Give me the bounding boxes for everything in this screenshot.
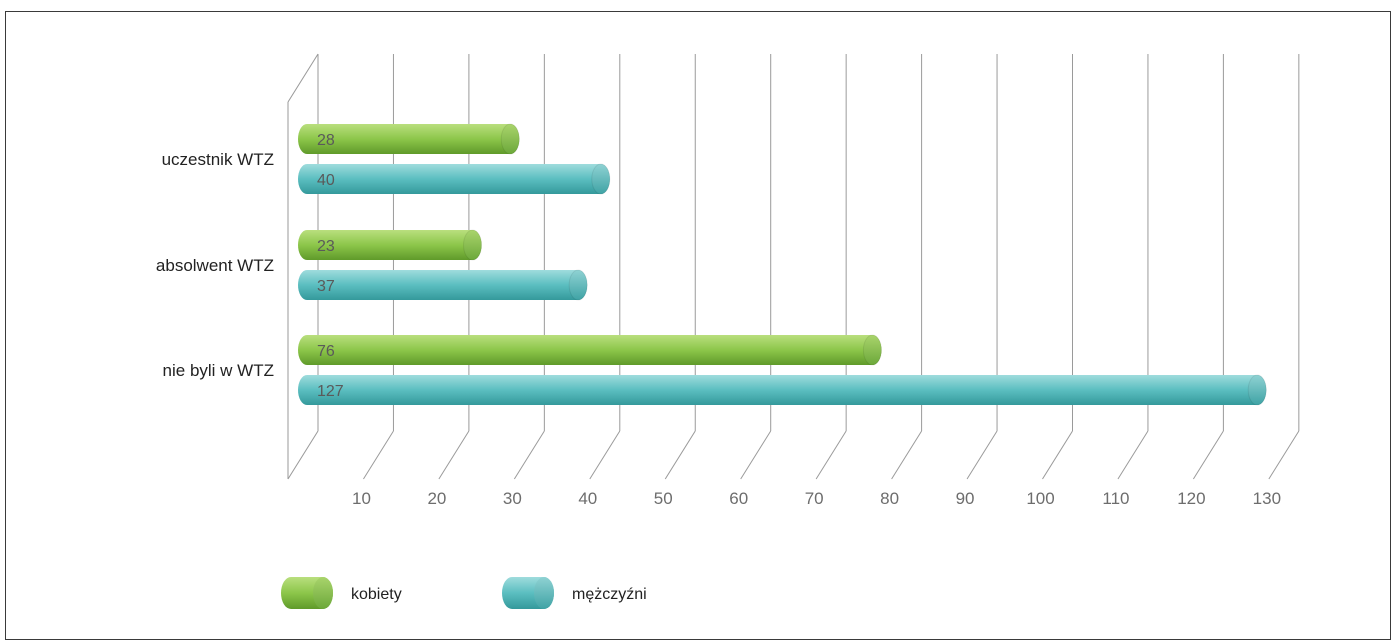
- x-tick-label: 80: [880, 489, 899, 508]
- x-tick-label: 60: [729, 489, 748, 508]
- legend-item-mezczyzni: mężczyźni: [502, 577, 647, 609]
- grid-floor-line: [1268, 430, 1300, 480]
- x-tick-label: 90: [956, 489, 975, 508]
- bar-kobiety: 76: [298, 334, 882, 366]
- legend-label: mężczyźni: [572, 586, 647, 603]
- legend-item-kobiety: kobiety: [281, 577, 402, 609]
- bar-body: [298, 124, 520, 154]
- bar-value-label: 23: [317, 238, 335, 255]
- x-tick-label: 120: [1177, 489, 1205, 508]
- grid-floor-line: [513, 430, 545, 480]
- bar-end-cap: [591, 163, 611, 195]
- chart-frame: uczestnik WTZ absolwent WTZ nie byli w WTZ…: [5, 11, 1391, 640]
- category-label: absolwent WTZ: [156, 256, 274, 275]
- bar-end-cap: [1247, 374, 1267, 406]
- legend-swatch-cap: [534, 577, 554, 609]
- bar-end-cap: [862, 334, 882, 366]
- grid-floor-left: [287, 430, 319, 480]
- x-tick-label: 20: [427, 489, 446, 508]
- bar-value-label: 37: [317, 278, 335, 295]
- bar-mezczyzni: 40: [298, 163, 611, 195]
- grid-floor-line: [815, 430, 847, 480]
- grid: [287, 53, 1300, 480]
- grid-floor-line: [1192, 430, 1224, 480]
- grid-floor-line: [966, 430, 998, 480]
- x-tick-label: 30: [503, 489, 522, 508]
- grid-floor-line: [1117, 430, 1149, 480]
- bar-mezczyzni: 127: [298, 374, 1267, 406]
- bar-chart: uczestnik WTZ absolwent WTZ nie byli w WTZ…: [156, 53, 1300, 609]
- bar-value-label: 76: [317, 343, 335, 360]
- bar-value-label: 40: [317, 172, 335, 189]
- bar-mezczyzni: 37: [298, 269, 588, 301]
- category-labels: uczestnik WTZ absolwent WTZ nie byli w WTZ: [156, 150, 274, 380]
- category-label: nie byli w WTZ: [163, 361, 274, 380]
- grid-wall-top: [287, 53, 319, 103]
- bar-kobiety: 23: [298, 229, 483, 261]
- grid-floor-line: [589, 430, 621, 480]
- legend-label: kobiety: [351, 586, 402, 603]
- x-tick-label: 110: [1102, 489, 1129, 508]
- x-tick-label: 130: [1253, 489, 1281, 508]
- bar-value-label: 127: [317, 383, 344, 400]
- bar-end-cap: [500, 123, 520, 155]
- bar-value-label: 28: [317, 132, 335, 149]
- bar-body: [298, 270, 588, 300]
- grid-floor-line: [740, 430, 772, 480]
- bar-end-cap: [463, 229, 483, 261]
- bar-body: [298, 375, 1267, 405]
- bars: 28 40 23 37 76 127: [298, 123, 1267, 406]
- x-tick-label: 50: [654, 489, 673, 508]
- grid-floor-line: [891, 430, 923, 480]
- grid-floor-line: [363, 430, 394, 480]
- grid-floor-line: [664, 430, 696, 480]
- legend-swatch-cap: [313, 577, 333, 609]
- grid-floor-line: [1042, 430, 1073, 480]
- category-label: uczestnik WTZ: [162, 150, 274, 169]
- legend: kobiety mężczyźni: [281, 577, 647, 609]
- bar-body: [298, 164, 610, 194]
- bar-body: [298, 335, 882, 365]
- bar-end-cap: [568, 269, 588, 301]
- x-tick-label: 70: [805, 489, 824, 508]
- x-tick-label: 100: [1026, 489, 1054, 508]
- grid-floor-line: [438, 430, 470, 480]
- bar-body: [298, 230, 482, 260]
- x-tick-label: 40: [578, 489, 597, 508]
- x-tick-labels: 10 20 30 40 50 60 70 80 90 100 110 120 130: [352, 489, 1281, 508]
- x-tick-label: 10: [352, 489, 371, 508]
- bar-kobiety: 28: [298, 123, 520, 155]
